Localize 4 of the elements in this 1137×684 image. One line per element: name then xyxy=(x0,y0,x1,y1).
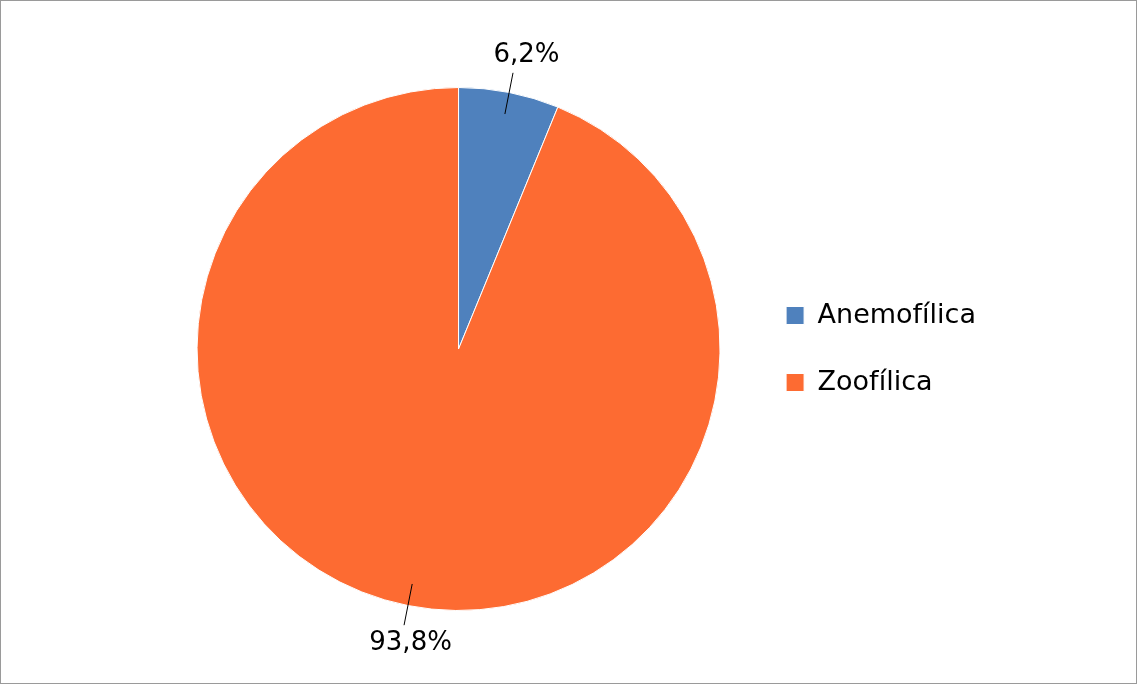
legend-label: Zoofílica xyxy=(817,364,933,396)
legend-label: Anemofílica xyxy=(817,297,977,329)
data-label: 6,2% xyxy=(493,37,560,68)
data-label: 93,8% xyxy=(369,625,452,656)
